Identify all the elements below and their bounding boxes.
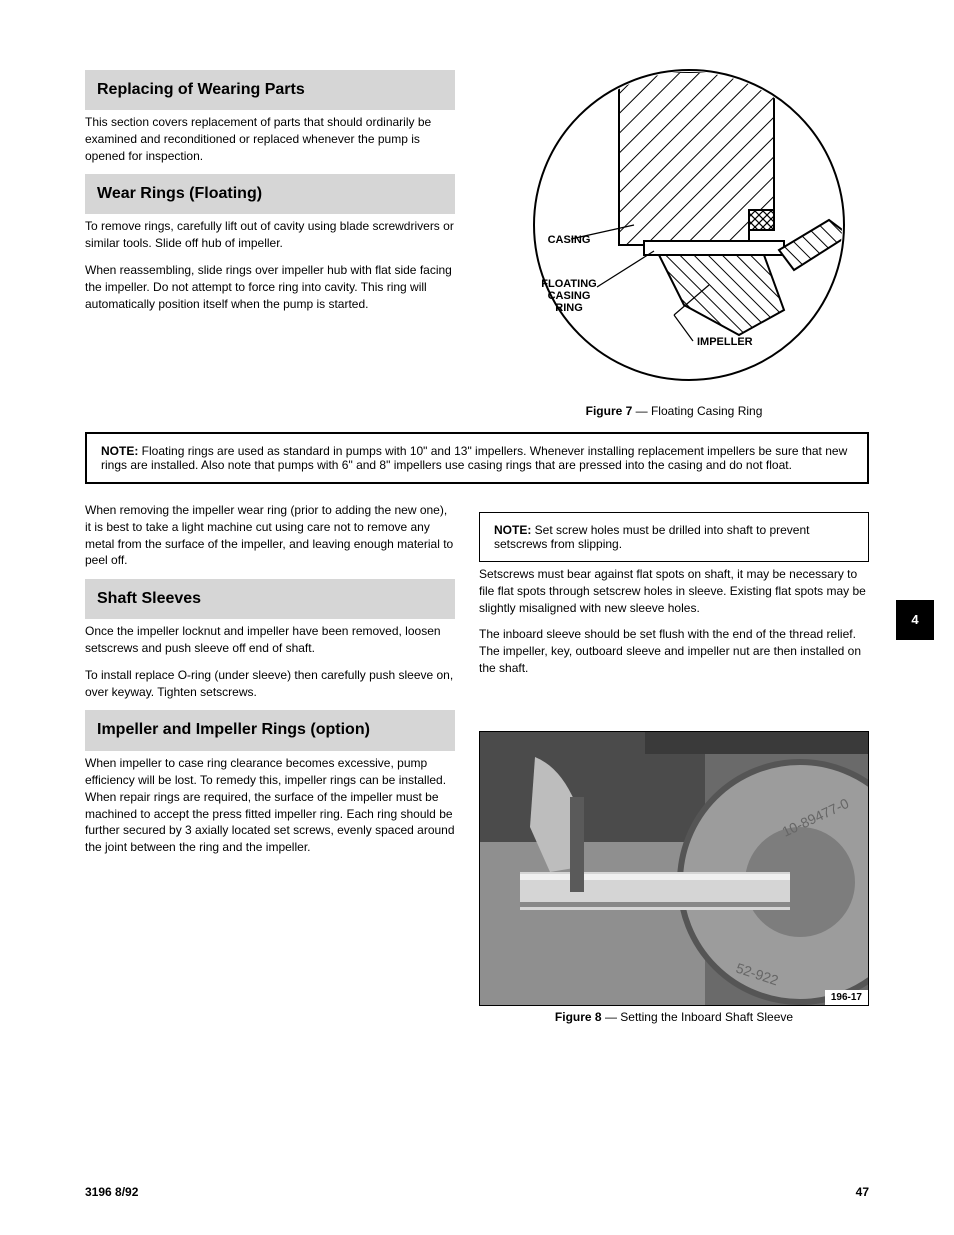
heading-shaft-sleeves: Shaft Sleeves bbox=[85, 579, 455, 619]
page-tab: 4 bbox=[896, 600, 934, 640]
note-setscrew-holes: NOTE: Set screw holes must be drilled in… bbox=[479, 512, 869, 562]
para-sleeve-4: The inboard sleeve should be set flush w… bbox=[479, 626, 869, 676]
figure-7-diagram: CASING FLOATING CASING RING IMPELLER bbox=[479, 55, 869, 400]
svg-text:RING: RING bbox=[555, 302, 583, 314]
para-remove-impeller-ring: When removing the impeller wear ring (pr… bbox=[85, 502, 455, 569]
para-replacing-parts: This section covers replacement of parts… bbox=[85, 114, 455, 164]
heading-wear-rings: Wear Rings (Floating) bbox=[85, 174, 455, 214]
note-floating-rings: NOTE: Floating rings are used as standar… bbox=[85, 432, 869, 484]
para-wear-rings-1: To remove rings, carefully lift out of c… bbox=[85, 218, 455, 252]
heading-replacing-parts: Replacing of Wearing Parts bbox=[85, 70, 455, 110]
para-sleeve-2: To install replace O-ring (under sleeve)… bbox=[85, 667, 455, 701]
figure-8-photo-id: 196-17 bbox=[825, 990, 868, 1005]
footer-left: 3196 8/92 bbox=[85, 1185, 138, 1199]
heading-impeller-rings: Impeller and Impeller Rings (option) bbox=[85, 710, 455, 751]
para-sleeve-1: Once the impeller locknut and impeller h… bbox=[85, 623, 455, 657]
para-impeller-rings: When impeller to case ring clearance bec… bbox=[85, 755, 455, 856]
para-sleeve-3: Setscrews must bear against flat spots o… bbox=[479, 566, 869, 616]
figure-8-caption: Figure 8 — Setting the Inboard Shaft Sle… bbox=[479, 1010, 869, 1024]
figure-7-caption: Figure 7 — Floating Casing Ring bbox=[479, 404, 869, 418]
page-footer: 3196 8/92 47 bbox=[85, 1185, 869, 1199]
svg-text:CASING: CASING bbox=[548, 290, 591, 302]
para-wear-rings-2: When reassembling, slide rings over impe… bbox=[85, 262, 455, 312]
svg-text:IMPELLER: IMPELLER bbox=[697, 336, 753, 348]
svg-text:FLOATING: FLOATING bbox=[541, 278, 596, 290]
footer-right: 47 bbox=[856, 1185, 869, 1199]
figure-8-photo: 10-89477-0 52-922 196-17 bbox=[479, 731, 869, 1006]
